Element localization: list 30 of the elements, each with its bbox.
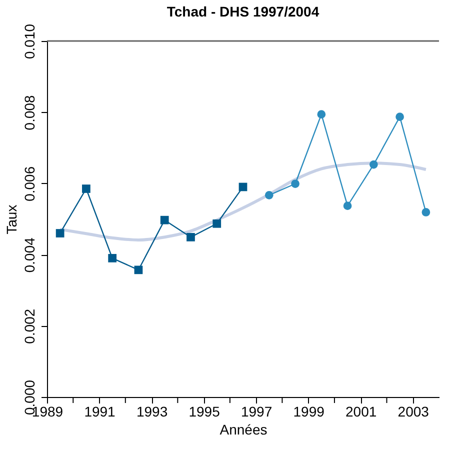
point — [108, 254, 117, 262]
x-tick-label: 1997 — [240, 404, 272, 420]
point — [82, 184, 90, 193]
x-tick-label: 1995 — [188, 404, 220, 420]
y-tick-label: 0.010 — [22, 24, 38, 60]
point — [317, 110, 326, 119]
x-tick-label: 2003 — [398, 404, 430, 420]
x-tick-label: 2001 — [346, 404, 377, 420]
x-tick-label: 1999 — [293, 404, 325, 420]
x-tick-label: 1993 — [136, 404, 168, 420]
point — [56, 229, 64, 238]
point — [160, 216, 169, 224]
y-tick-label: 0.004 — [22, 237, 38, 273]
point — [212, 219, 222, 228]
x-tick-label: 1991 — [84, 404, 116, 420]
point — [134, 266, 143, 274]
chart-title: Tchad - DHS 1997/2004 — [166, 3, 320, 20]
y-axis-title: Taux — [4, 204, 20, 234]
y-tick-label: 0.006 — [22, 166, 38, 202]
point — [343, 202, 352, 210]
point — [186, 232, 195, 242]
y-tick-label: 0.008 — [22, 94, 38, 130]
y-tick-label: 0.002 — [22, 308, 38, 344]
point — [291, 180, 300, 188]
point — [238, 182, 248, 192]
x-axis-title: Années — [220, 422, 268, 438]
point — [422, 208, 430, 216]
point — [369, 160, 378, 169]
point — [264, 190, 274, 200]
point — [396, 112, 404, 122]
